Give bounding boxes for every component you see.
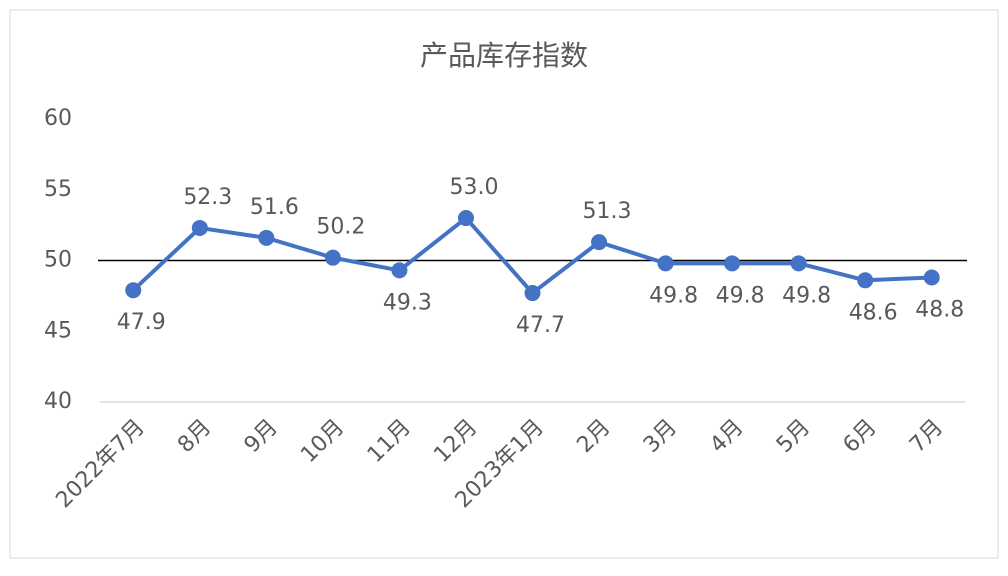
data-point [324, 249, 341, 266]
data-point [857, 272, 874, 289]
data-point [591, 234, 608, 251]
data-point [258, 229, 275, 246]
data-label: 50.2 [316, 215, 365, 240]
data-point [923, 269, 940, 286]
data-label: 49.3 [383, 290, 432, 315]
data-label: 51.3 [583, 199, 632, 224]
data-point [790, 255, 807, 272]
data-label: 49.8 [649, 283, 698, 308]
data-label: 47.7 [516, 313, 565, 338]
data-label: 48.6 [849, 300, 898, 325]
data-label: 49.8 [716, 283, 765, 308]
y-tick-label: 40 [44, 389, 72, 414]
chart-title: 产品库存指数 [420, 39, 588, 72]
chart-border [9, 9, 999, 559]
data-label: 51.6 [250, 195, 299, 220]
data-point [457, 210, 474, 227]
data-label: 52.3 [183, 185, 232, 210]
data-point [724, 255, 741, 272]
data-point [657, 255, 674, 272]
data-label: 47.9 [117, 310, 166, 335]
data-point [191, 219, 208, 236]
data-label: 53.0 [449, 175, 498, 200]
y-tick-label: 55 [44, 177, 72, 202]
y-tick-label: 50 [44, 248, 72, 273]
data-point [524, 285, 541, 302]
data-label: 49.8 [782, 283, 831, 308]
data-point [125, 282, 142, 299]
y-tick-label: 45 [44, 318, 72, 343]
data-point [391, 262, 408, 279]
data-label: 48.8 [915, 297, 964, 322]
y-tick-label: 60 [44, 106, 72, 131]
